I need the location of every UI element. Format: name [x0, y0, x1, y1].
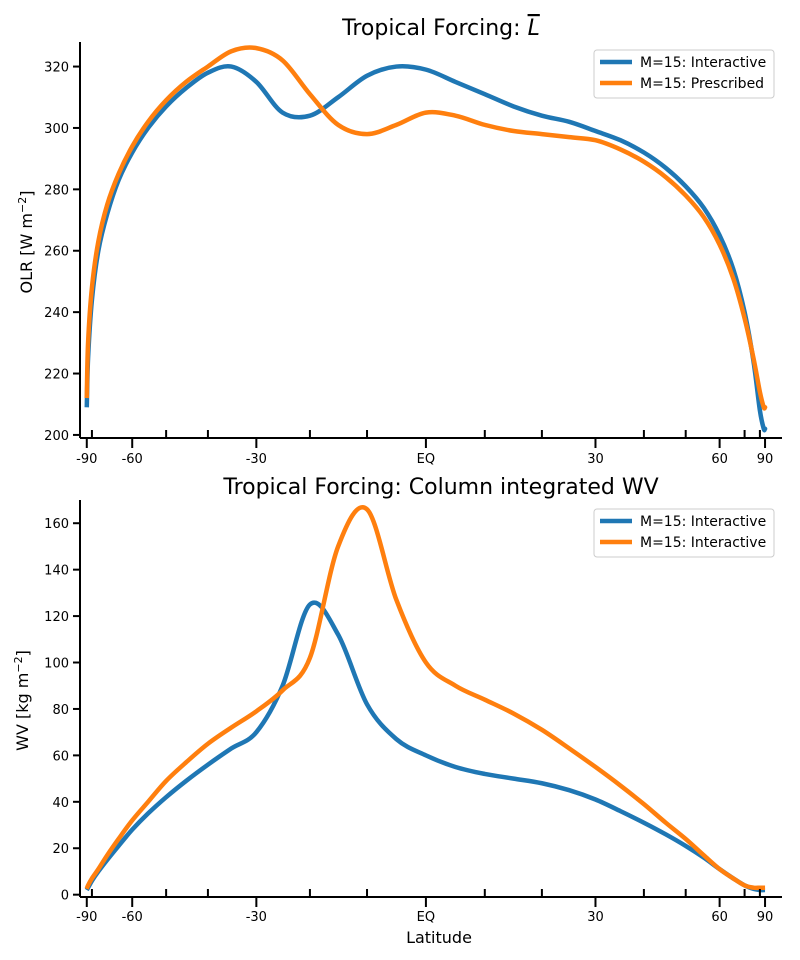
series-line-1: [84, 45, 768, 411]
x-tick-label: -90: [76, 910, 97, 925]
chart-title-text: Tropical Forcing: Column integrated WV: [222, 475, 658, 500]
x-tick-label: -30: [246, 452, 267, 467]
legend: M=15: Interactive M=15: Prescribed: [593, 49, 775, 99]
x-tick-label: 90: [757, 452, 774, 467]
chart-title: Tropical Forcing: L: [341, 16, 540, 41]
y-tick-label: 60: [52, 749, 69, 764]
y-tick-label: 0: [61, 889, 69, 904]
x-tick-label: -30: [246, 910, 267, 925]
y-tick-label: 40: [52, 796, 69, 811]
y-tick-label: 200: [44, 429, 69, 444]
y-tick-label: 240: [44, 306, 69, 321]
chart-title: Tropical Forcing: Column integrated WV: [222, 475, 658, 500]
x-tick-label: 60: [711, 910, 728, 925]
chart-title-text: Tropical Forcing:: [341, 16, 527, 41]
y-axis-label: WV [kg m−2]: [12, 650, 32, 751]
y-tick-label: 220: [44, 368, 69, 383]
legend-label-0: M=15: Interactive: [640, 514, 766, 530]
y-tick-label: 260: [44, 245, 69, 260]
x-tick-label: EQ: [417, 910, 435, 925]
y-tick-label: 20: [52, 842, 69, 857]
y-axis-label: OLR [W m−2]: [16, 191, 36, 294]
series-line-0: [84, 600, 766, 893]
x-tick-label: 30: [587, 452, 604, 467]
y-tick-label: 80: [52, 703, 69, 718]
y-tick-label: 300: [44, 122, 69, 137]
x-tick-label: 60: [711, 452, 728, 467]
y-tick-label: 100: [44, 657, 69, 672]
y-tick-label: 280: [44, 183, 69, 198]
y-tick-label: 160: [44, 517, 69, 532]
x-tick-label: -60: [122, 452, 143, 467]
y-tick-label: 320: [44, 61, 69, 76]
y-tick-label: 120: [44, 610, 69, 625]
legend: M=15: Interactive M=15: Interactive: [593, 508, 775, 558]
olr-panel: Tropical Forcing: L OLR [W m−2] 200 220 240 2…: [16, 16, 782, 467]
series-line-0: [84, 63, 768, 433]
x-tick-label: -90: [76, 452, 97, 467]
series-line-1: [84, 505, 766, 891]
legend-label-1: M=15: Interactive: [640, 535, 766, 551]
legend-label-0: M=15: Interactive: [640, 55, 766, 71]
legend-label-1: M=15: Prescribed: [640, 76, 764, 92]
legend-box: [593, 508, 775, 558]
chart-title-symbol: L: [528, 16, 540, 41]
y-tick-label: 140: [44, 564, 69, 579]
x-tick-label: 30: [587, 910, 604, 925]
x-axis-label: Latitude: [406, 928, 472, 947]
x-tick-label: -60: [122, 910, 143, 925]
wv-panel: Tropical Forcing: Column integrated WV WV…: [12, 475, 782, 947]
x-tick-label: 90: [757, 910, 774, 925]
x-tick-label: EQ: [417, 452, 435, 467]
legend-box: [593, 49, 775, 99]
